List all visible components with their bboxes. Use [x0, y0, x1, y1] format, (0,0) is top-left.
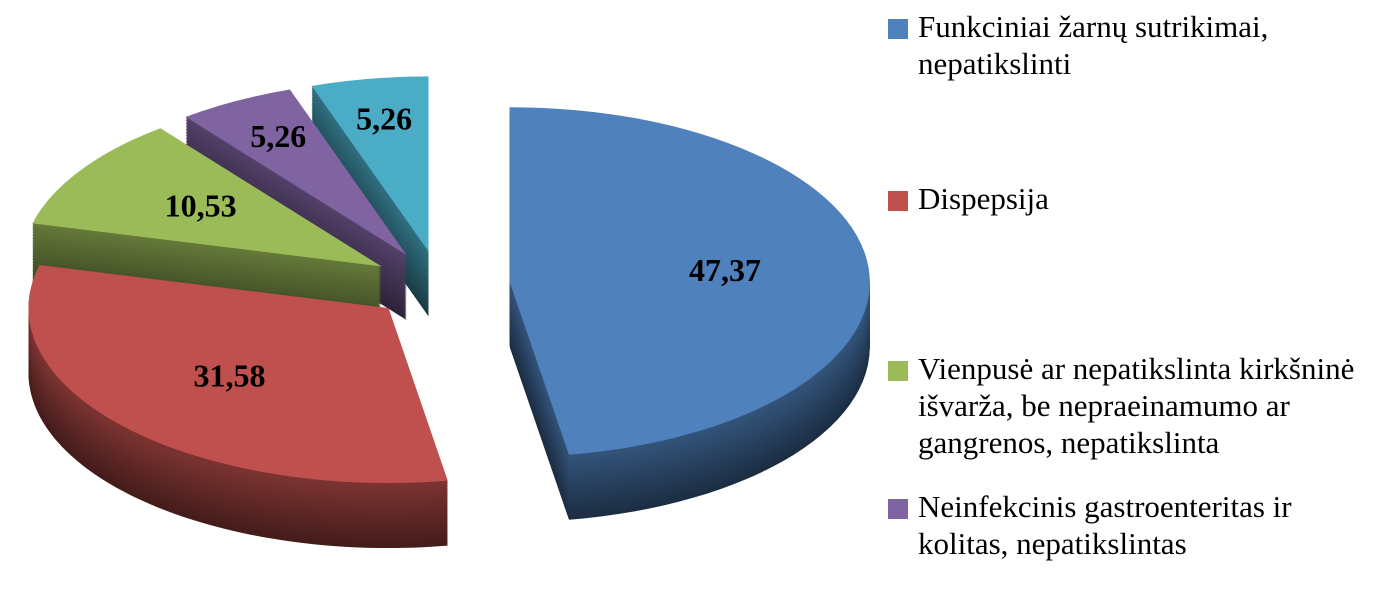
data-label: 10,53	[165, 187, 237, 223]
pie-slice	[311, 76, 429, 252]
chart: 47,37 31,58 10,53 5,26 5,26	[28, 76, 870, 549]
data-label: 5,26	[356, 100, 412, 136]
legend-label: Funkciniai žarnų sutrikimai, nepatikslin…	[918, 9, 1269, 81]
legend-entry: Vienpusė ar nepatikslinta kirkšninė išva…	[888, 350, 1368, 461]
legend-entry: Neinfekcinis gastroenteritas ir kolitas,…	[888, 488, 1368, 562]
legend-entry: Dispepsija	[888, 180, 1368, 217]
data-label: 31,58	[194, 357, 266, 393]
legend-swatch	[888, 361, 908, 381]
legend-swatch	[888, 19, 908, 39]
pie-slice	[28, 265, 448, 484]
data-label: 47,37	[689, 252, 761, 288]
legend-label: Vienpusė ar nepatikslinta kirkšninė išva…	[918, 351, 1355, 460]
legend-entry: Funkciniai žarnų sutrikimai, nepatikslin…	[888, 8, 1368, 82]
legend-swatch	[888, 499, 908, 519]
data-label: 5,26	[250, 118, 306, 154]
pie-slice	[509, 107, 870, 455]
pie-slice	[32, 128, 382, 267]
legend-label: Dispepsija	[918, 181, 1049, 216]
pie-slice	[185, 89, 407, 256]
legend-swatch	[888, 191, 908, 211]
legend-label: Neinfekcinis gastroenteritas ir kolitas,…	[918, 489, 1292, 561]
